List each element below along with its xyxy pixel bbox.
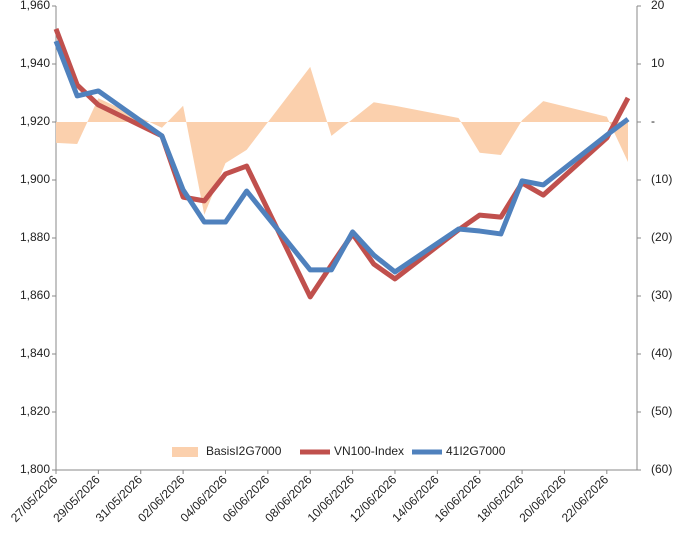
- y-tick-label: 1,840: [20, 346, 50, 360]
- legend-swatch: [172, 447, 198, 457]
- y2-tick-label: (10): [651, 172, 672, 186]
- y-tick-label: 1,800: [20, 462, 50, 476]
- area: [56, 66, 628, 215]
- y-tick-label: 1,900: [20, 172, 50, 186]
- y2-tick-label: (20): [651, 230, 672, 244]
- line: [53, 28, 631, 300]
- y2-tick-label: (60): [651, 462, 672, 476]
- legend-label: VN100-Index: [334, 444, 404, 458]
- x-tick-label: 22/06/2026: [559, 472, 612, 525]
- y2-tick-label: 20: [651, 0, 665, 12]
- y-tick-label: 1,940: [20, 56, 50, 70]
- y2-tick-label: 10: [651, 56, 665, 70]
- y-tick-label: 1,920: [20, 114, 50, 128]
- y-tick-label: 1,960: [20, 0, 50, 12]
- y-tick-label: 1,880: [20, 230, 50, 244]
- legend-label: 41I2G7000: [446, 444, 506, 458]
- y-tick-label: 1,820: [20, 404, 50, 418]
- y2-tick-label: (40): [651, 346, 672, 360]
- y-tick-label: 1,860: [20, 288, 50, 302]
- legend-label: BasisI2G7000: [206, 444, 282, 458]
- y2-tick-label: (30): [651, 288, 672, 302]
- y2-tick-label: -: [651, 114, 655, 128]
- y2-tick-label: (50): [651, 404, 672, 418]
- line: [53, 40, 630, 275]
